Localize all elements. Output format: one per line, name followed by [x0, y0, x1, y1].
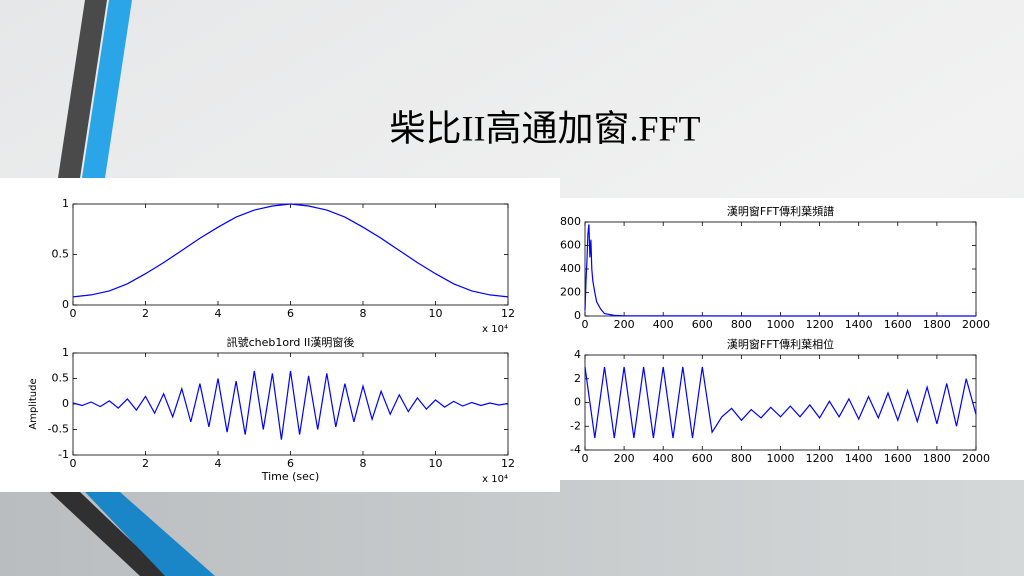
axes-box — [584, 221, 977, 317]
x-tick-label: 400 — [653, 318, 674, 331]
axes-box — [72, 352, 509, 456]
x-tick-label: 4 — [215, 457, 222, 470]
data-line — [584, 366, 977, 439]
y-tick-label: -2 — [570, 419, 581, 432]
y-tick-label: 4 — [574, 348, 581, 361]
chart-title: 漢明窗FFT傳利葉頻譜 — [727, 204, 834, 218]
slide-title: 柴比II高通加窗.FFT — [389, 108, 700, 148]
data-line — [584, 224, 976, 317]
y-tick-label: -1 — [58, 448, 69, 461]
y-axis-label: Amplitude — [28, 378, 39, 429]
y-tick-label: 0.5 — [52, 372, 70, 385]
x-axis-label: Time (sec) — [261, 470, 320, 483]
stripe-dark-bottom — [50, 492, 168, 576]
chart-title: 訊號cheb1ord II漢明窗後 — [227, 335, 355, 349]
x-tick-label: 10 — [429, 457, 443, 470]
x-tick-label: 1000 — [767, 452, 795, 465]
y-tick-label: 1 — [62, 197, 69, 210]
y-tick-label: 0 — [62, 397, 69, 410]
y-tick-label: 200 — [560, 286, 581, 299]
stripe-blue — [82, 0, 132, 178]
x-tick-label: 2 — [142, 307, 149, 320]
x-tick-label: 1600 — [884, 452, 912, 465]
x-tick-label: 1400 — [845, 452, 873, 465]
x-tick-label: 600 — [692, 452, 713, 465]
x-tick-label: 800 — [731, 452, 752, 465]
x-tick-label: 200 — [614, 318, 635, 331]
y-tick-label: 1 — [62, 346, 69, 359]
x-tick-label: 6 — [287, 457, 294, 470]
y-tick-label: 0.5 — [52, 248, 70, 261]
y-tick-label: 2 — [574, 372, 581, 385]
x-tick-label: 1800 — [923, 452, 951, 465]
x-tick-label: 400 — [653, 452, 674, 465]
chart-title: 漢明窗FFT傳利葉相位 — [727, 337, 834, 351]
x-tick-label: 8 — [360, 457, 367, 470]
y-tick-label: 800 — [560, 215, 581, 228]
y-tick-label: 400 — [560, 262, 581, 275]
x-tick-label: 10 — [429, 307, 443, 320]
x-tick-label: 6 — [287, 307, 294, 320]
x-tick-label: 1200 — [806, 452, 834, 465]
y-tick-label: -4 — [570, 443, 581, 456]
axis-multiplier: x 10⁴ — [482, 474, 508, 485]
x-tick-label: 0 — [582, 318, 589, 331]
y-tick-label: 0 — [574, 396, 581, 409]
y-tick-label: -0.5 — [48, 423, 69, 436]
x-tick-label: 600 — [692, 318, 713, 331]
y-tick-label: 0 — [574, 309, 581, 322]
x-tick-label: 12 — [501, 307, 515, 320]
stripe-dark — [58, 0, 107, 178]
data-line — [72, 203, 509, 298]
axes-box — [72, 203, 509, 306]
x-tick-label: 1800 — [923, 318, 951, 331]
x-tick-label: 12 — [501, 457, 515, 470]
x-tick-label: 800 — [731, 318, 752, 331]
x-tick-label: 8 — [360, 307, 367, 320]
x-tick-label: 1000 — [767, 318, 795, 331]
x-tick-label: 1600 — [884, 318, 912, 331]
x-tick-label: 4 — [215, 307, 222, 320]
x-tick-label: 0 — [582, 452, 589, 465]
axis-multiplier: x 10⁴ — [482, 324, 508, 335]
data-line — [72, 370, 509, 440]
x-tick-label: 0 — [70, 307, 77, 320]
x-tick-label: 2 — [142, 457, 149, 470]
y-tick-label: 600 — [560, 239, 581, 252]
x-tick-label: 1400 — [845, 318, 873, 331]
x-tick-label: 2000 — [962, 452, 990, 465]
stripe-blue-bottom — [85, 492, 215, 576]
x-tick-label: 0 — [70, 457, 77, 470]
y-tick-label: 0 — [62, 298, 69, 311]
x-tick-label: 200 — [614, 452, 635, 465]
x-tick-label: 2000 — [962, 318, 990, 331]
x-tick-label: 1200 — [806, 318, 834, 331]
